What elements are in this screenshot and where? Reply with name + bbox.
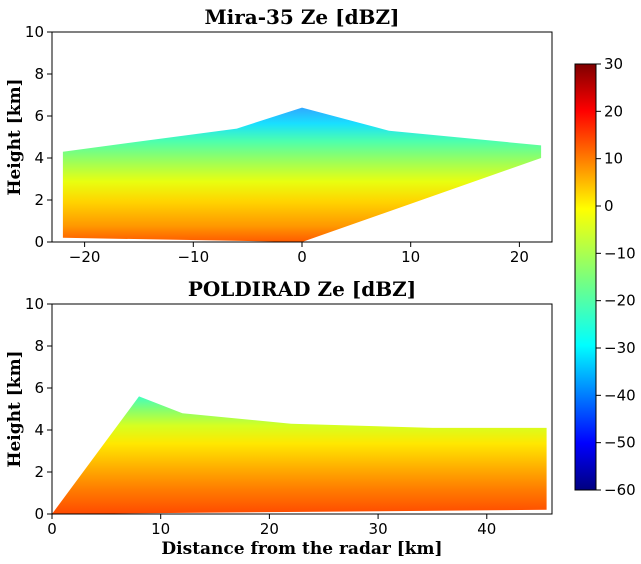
colorbar-gradient xyxy=(574,63,597,491)
colorbar-ticks: 30 20 10 0 −10 −20 −30 −40 −50 −60 xyxy=(596,55,636,499)
x-tick-label: 20 xyxy=(510,248,529,266)
y-tick-label: 10 xyxy=(25,23,44,41)
y-tick-label: 6 xyxy=(34,379,44,397)
y-tick-label: 6 xyxy=(34,107,44,125)
y-tick-label: 4 xyxy=(34,421,44,439)
colorbar-tick-label: 10 xyxy=(604,150,623,168)
colorbar-tick-label: −30 xyxy=(604,339,636,357)
mira-y-ticks: 0 2 4 6 8 10 xyxy=(25,23,52,251)
y-tick-label: 2 xyxy=(34,191,44,209)
poldirad-plot-frame xyxy=(51,303,553,515)
x-tick-label: 0 xyxy=(297,248,307,266)
poldirad-ylabel: Height [km] xyxy=(5,350,25,467)
x-tick-label: 10 xyxy=(401,248,420,266)
x-tick-label: −10 xyxy=(177,248,209,266)
colorbar-tick-label: −40 xyxy=(604,386,636,404)
x-tick-label: 10 xyxy=(151,520,170,538)
colorbar-tick-label: −20 xyxy=(604,292,636,310)
x-tick-label: 0 xyxy=(47,520,57,538)
y-tick-label: 10 xyxy=(25,295,44,313)
mira-ylabel: Height [km] xyxy=(5,78,25,195)
x-tick-label: −20 xyxy=(69,248,101,266)
mira-echo-region xyxy=(62,107,542,242)
x-tick-label: 20 xyxy=(260,520,279,538)
poldirad-title: POLDIRAD Ze [dBZ] xyxy=(188,277,416,301)
colorbar-tick-label: 0 xyxy=(604,197,614,215)
poldirad-panel: POLDIRAD Ze [dBZ] Height [km] Distance f… xyxy=(5,277,553,559)
y-tick-label: 0 xyxy=(34,233,44,251)
colorbar-tick-label: −10 xyxy=(604,244,636,262)
colorbar-tick-label: 20 xyxy=(604,102,623,120)
poldirad-xlabel: Distance from the radar [km] xyxy=(161,539,442,559)
mira-panel: Mira-35 Ze [dBZ] Height [km] −20 −10 0 10 20… xyxy=(5,5,553,266)
y-tick-label: 0 xyxy=(34,505,44,523)
mira-x-ticks: −20 −10 0 10 20 xyxy=(69,242,529,266)
x-tick-label: 30 xyxy=(369,520,388,538)
x-tick-label: 40 xyxy=(477,520,496,538)
colorbar-tick-label: −60 xyxy=(604,481,636,499)
colorbar-tick-label: −50 xyxy=(604,434,636,452)
poldirad-y-ticks: 0 2 4 6 8 10 xyxy=(25,295,52,523)
poldirad-echo-region xyxy=(52,396,547,514)
colorbar-tick-label: 30 xyxy=(604,55,623,73)
y-tick-label: 4 xyxy=(34,149,44,167)
y-tick-label: 2 xyxy=(34,463,44,481)
mira-title: Mira-35 Ze [dBZ] xyxy=(204,5,399,29)
y-tick-label: 8 xyxy=(34,337,44,355)
poldirad-x-ticks: 0 10 20 30 40 xyxy=(47,514,496,538)
y-tick-label: 8 xyxy=(34,65,44,83)
colorbar: 30 20 10 0 −10 −20 −30 −40 −50 −60 xyxy=(574,55,636,499)
